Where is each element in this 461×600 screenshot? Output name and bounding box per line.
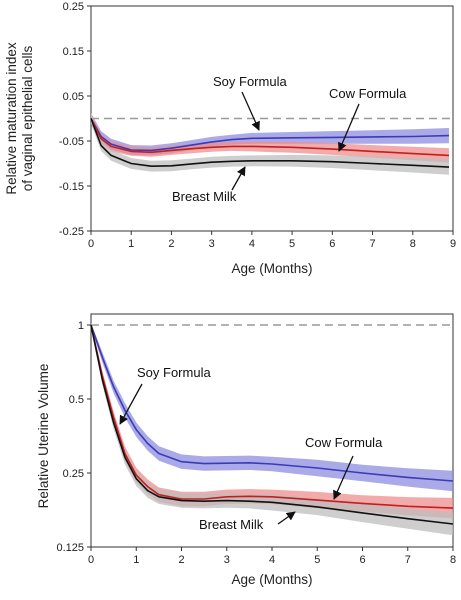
confidence-band-soy-formula (91, 113, 449, 156)
x-tick-label: 6 (359, 554, 365, 566)
y-tick-label: 0.25 (63, 1, 84, 13)
annotation-cow-formula: Cow Formula (329, 86, 407, 101)
x-tick-label: 9 (450, 238, 456, 250)
y-tick-label: -0.05 (59, 136, 84, 148)
y-tick-label: 0.05 (63, 91, 84, 103)
series-line-breast-milk (90, 324, 454, 525)
x-tick-label: 5 (314, 554, 320, 566)
annotation-breast-milk: Breast Milk (199, 517, 264, 532)
confidence-band-soy-formula (91, 322, 453, 492)
annotation-cow-formula: Cow Formula (305, 435, 383, 450)
x-tick-label: 8 (450, 554, 456, 566)
y-axis-title-line-2: of vaginal epithelial cells (20, 45, 35, 191)
series-line-breast-milk (90, 118, 450, 168)
confidence-band-cow-formula (91, 322, 453, 519)
x-tick-label: 6 (329, 238, 335, 250)
y-tick-label: 0.15 (63, 46, 84, 58)
confidence-band-breast-milk (91, 322, 453, 536)
x-tick-label: 0 (88, 238, 94, 250)
annotation-arrow-breast (277, 511, 296, 525)
x-tick-label: 3 (209, 238, 215, 250)
y-tick-label: 0.125 (56, 542, 84, 554)
annotation-arrow-soy (119, 383, 143, 425)
y-tick-label: -0.25 (59, 226, 84, 238)
x-tick-label: 2 (168, 238, 174, 250)
x-tick-label: 5 (289, 238, 295, 250)
annotation-arrow-breast (231, 166, 246, 191)
x-tick-label: 2 (178, 554, 184, 566)
y-tick-label: 0.25 (63, 468, 84, 480)
annotation-soy-formula: Soy Formula (137, 365, 211, 380)
annotation-breast-milk: Breast Milk (172, 189, 237, 204)
x-tick-label: 1 (133, 554, 139, 566)
x-axis-title: Age (Months) (231, 261, 312, 276)
y-tick-label: 0.5 (69, 394, 84, 406)
x-axis-title: Age (Months) (231, 572, 312, 587)
x-tick-label: 7 (405, 554, 411, 566)
annotation-soy-formula: Soy Formula (213, 74, 287, 89)
y-axis-title-line-1: Relative maturation index (4, 42, 19, 195)
x-tick-label: 4 (269, 554, 275, 566)
annotation-arrow-soy (241, 91, 260, 131)
x-tick-label: 1 (128, 238, 134, 250)
x-tick-label: 0 (88, 554, 94, 566)
x-tick-label: 4 (249, 238, 255, 250)
y-tick-label: 1 (78, 320, 84, 332)
series-line-cow-formula (90, 324, 454, 509)
vaginal-maturation-chart: -0.25 -0.15 -0.05 0.05 0.15 0.25 0 1 2 3 4 5 6 7 8 9 R… (4, 1, 456, 276)
x-tick-label: 3 (224, 554, 230, 566)
confidence-band-breast-milk (91, 113, 449, 175)
annotation-arrow-cow (338, 103, 360, 152)
annotation-arrow-cow (333, 455, 354, 500)
x-tick-label: 8 (410, 238, 416, 250)
y-axis-title: Relative Uterine Volume (36, 364, 51, 509)
y-tick-label: -0.15 (59, 181, 84, 193)
uterine-volume-chart: 0.125 0.25 0.5 1 0 1 2 3 4 5 6 7 8 Relative Uterine… (36, 313, 456, 587)
series-line-soy-formula (90, 118, 450, 152)
x-tick-label: 7 (369, 238, 375, 250)
series-line-cow-formula (90, 118, 450, 157)
series-line-soy-formula (90, 324, 454, 482)
